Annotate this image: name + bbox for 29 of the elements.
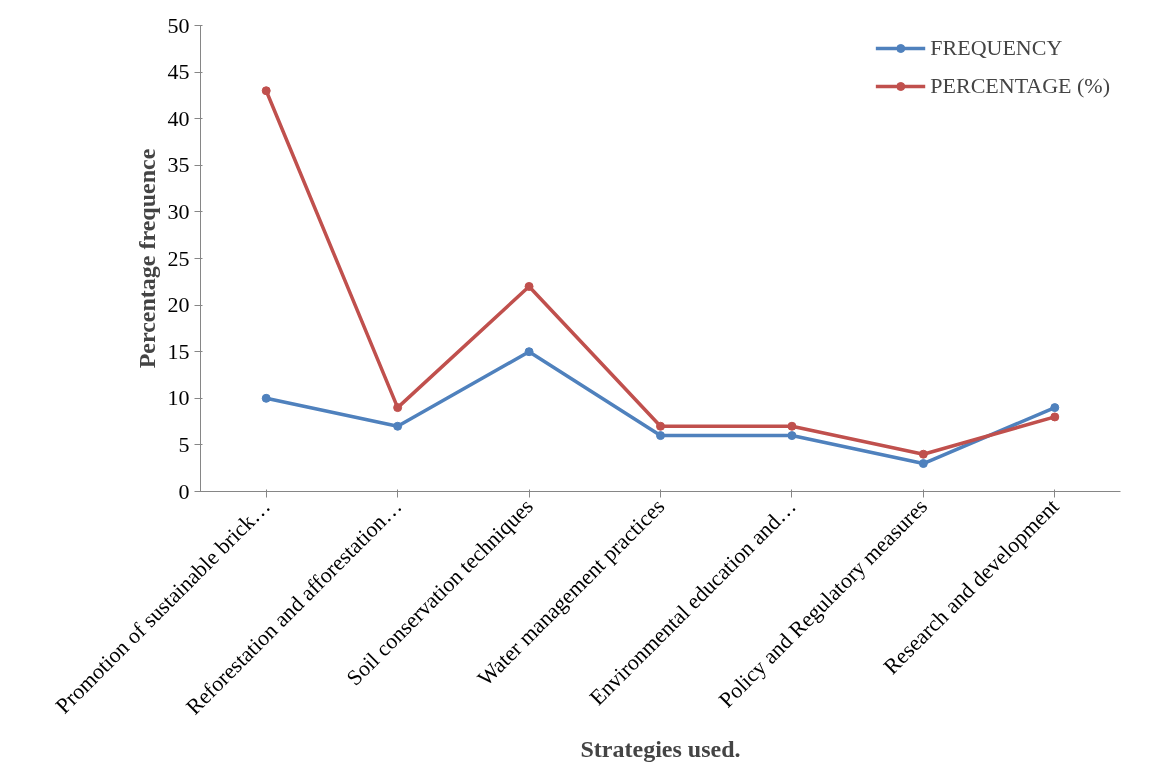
y-axis-title: Percentage frequence [133,148,160,369]
point [393,403,403,413]
y-tick-label: 25 [167,245,190,271]
point [787,431,797,441]
point [261,86,271,96]
point [261,393,271,403]
y-tick-label: 15 [167,338,190,364]
legend-label: FREQUENCY [930,35,1063,61]
y-tick-label: 20 [167,292,190,318]
point [524,281,534,291]
point [1050,412,1060,422]
y-tick-label: 40 [167,105,190,131]
y-tick-label: 45 [167,59,190,85]
legend-label: PERCENTAGE (%) [930,73,1110,99]
point [393,421,403,431]
y-tick-label: 10 [167,385,190,411]
y-tick-label: 35 [167,152,190,178]
point [524,347,534,357]
y-tick-label: 30 [167,198,190,224]
point [918,449,928,459]
point [1050,403,1060,413]
y-tick-label: 5 [178,431,190,457]
point [787,421,797,431]
point [918,459,928,469]
point [656,431,665,441]
y-tick-label: 0 [178,478,190,504]
y-tick-label: 50 [167,12,190,38]
point [656,421,665,431]
x-axis-title: Strategies used. [580,736,741,763]
